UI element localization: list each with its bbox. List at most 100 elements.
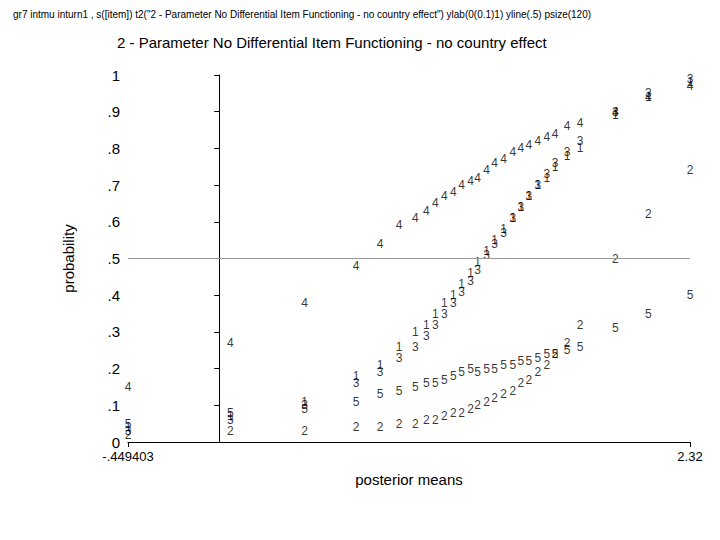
svg-text:4: 4 [577,116,584,130]
svg-text:4: 4 [612,105,619,119]
svg-text:3: 3 [509,211,516,225]
svg-text:2: 2 [377,420,384,434]
svg-text:5: 5 [500,358,507,372]
svg-text:3: 3 [353,376,360,390]
svg-text:.8: .8 [107,140,120,157]
svg-text:4: 4 [544,130,551,144]
svg-text:5: 5 [552,347,559,361]
svg-text:5: 5 [458,365,465,379]
svg-text:5: 5 [396,384,403,398]
svg-text:3: 3 [544,167,551,181]
svg-text:.6: .6 [107,213,120,230]
svg-text:3: 3 [552,156,559,170]
svg-text:4: 4 [491,156,498,170]
svg-text:4: 4 [125,380,132,394]
svg-text:4: 4 [517,141,524,155]
svg-text:0: 0 [112,434,120,451]
svg-text:4: 4 [377,237,384,251]
svg-text:4: 4 [227,336,234,350]
svg-text:3: 3 [483,248,490,262]
svg-text:5: 5 [423,376,430,390]
svg-text:2: 2 [483,395,490,409]
svg-text:.7: .7 [107,177,120,194]
svg-text:2: 2 [577,318,584,332]
svg-text:2: 2 [450,406,457,420]
svg-text:5: 5 [301,402,308,416]
svg-text:4: 4 [458,178,465,192]
svg-text:4: 4 [301,296,308,310]
svg-text:4: 4 [687,79,694,93]
svg-text:4: 4 [450,185,457,199]
svg-text:2.32: 2.32 [677,449,702,464]
svg-text:1: 1 [645,90,652,104]
svg-text:3: 3 [612,105,619,119]
svg-text:3: 3 [491,237,498,251]
svg-text:3: 3 [458,285,465,299]
svg-text:4: 4 [441,189,448,203]
svg-text:5: 5 [227,406,234,420]
svg-text:2: 2 [509,384,516,398]
svg-text:5: 5 [526,354,533,368]
svg-text:3: 3 [500,226,507,240]
svg-text:3: 3 [396,351,403,365]
svg-text:.4: .4 [107,287,120,304]
svg-text:2: 2 [474,398,481,412]
svg-text:2: 2 [441,409,448,423]
svg-text:4: 4 [474,171,481,185]
svg-text:3: 3 [377,365,384,379]
svg-text:4: 4 [412,211,419,225]
svg-text:4: 4 [353,259,360,273]
svg-text:4: 4 [396,218,403,232]
svg-text:.5: .5 [107,250,120,267]
svg-text:5: 5 [534,351,541,365]
svg-text:1: 1 [534,178,541,192]
svg-text:4: 4 [500,152,507,166]
svg-text:2: 2 [534,365,541,379]
svg-text:2: 2 [687,163,694,177]
svg-text:3: 3 [526,189,533,203]
svg-text:5: 5 [483,362,490,376]
svg-text:.3: .3 [107,323,120,340]
svg-text:5: 5 [125,417,132,431]
svg-text:2: 2 [552,347,559,361]
svg-text:5: 5 [645,307,652,321]
svg-text:2: 2 [423,413,430,427]
svg-text:-.449403: -.449403 [102,449,153,464]
svg-text:3: 3 [577,134,584,148]
svg-text:2: 2 [500,387,507,401]
svg-text:2: 2 [432,413,439,427]
svg-text:2: 2 [526,373,533,387]
svg-text:5: 5 [491,362,498,376]
svg-text:5: 5 [509,358,516,372]
svg-text:2: 2 [396,417,403,431]
svg-text:4: 4 [552,127,559,141]
svg-text:5: 5 [564,343,571,357]
svg-text:3: 3 [441,307,448,321]
svg-text:5: 5 [517,354,524,368]
svg-text:4: 4 [483,163,490,177]
svg-text:4: 4 [564,119,571,133]
svg-text:3: 3 [474,263,481,277]
svg-text:2: 2 [412,417,419,431]
svg-text:2: 2 [491,391,498,405]
svg-text:5: 5 [687,288,694,302]
svg-text:3: 3 [564,145,571,159]
svg-text:5: 5 [474,365,481,379]
svg-text:4: 4 [432,196,439,210]
svg-text:3: 3 [423,329,430,343]
svg-text:5: 5 [377,387,384,401]
svg-text:3: 3 [534,178,541,192]
svg-text:3: 3 [517,200,524,214]
svg-text:4: 4 [509,145,516,159]
svg-text:2: 2 [645,207,652,221]
svg-text:.2: .2 [107,360,120,377]
svg-text:2: 2 [458,406,465,420]
svg-text:5: 5 [412,380,419,394]
svg-text:5: 5 [544,347,551,361]
svg-text:5: 5 [577,340,584,354]
svg-text:3: 3 [432,318,439,332]
svg-text:2 - Parameter No Differential: 2 - Parameter No Differential Item Funct… [117,34,547,51]
svg-text:5: 5 [432,376,439,390]
svg-text:2: 2 [517,376,524,390]
svg-text:3: 3 [450,296,457,310]
